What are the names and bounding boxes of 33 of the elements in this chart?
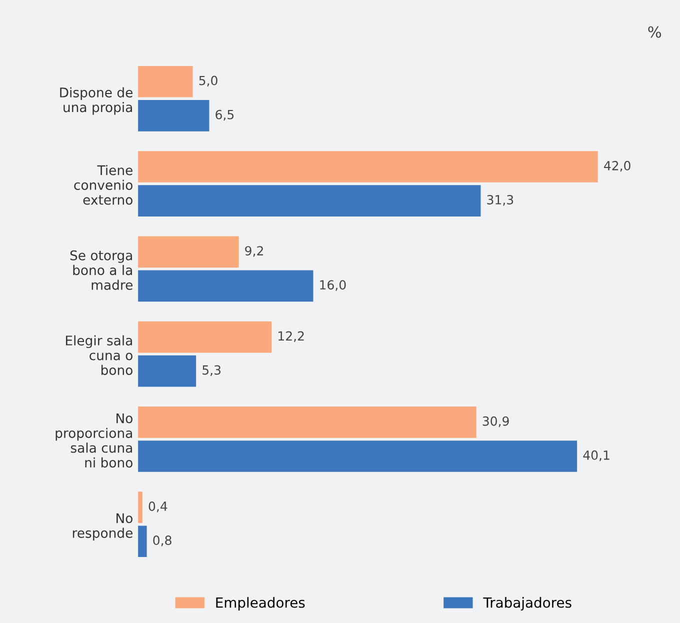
- bar: [138, 440, 578, 472]
- data-label: 31,3: [487, 194, 514, 206]
- bar: [138, 270, 314, 302]
- bar: [138, 355, 196, 387]
- bar: [138, 526, 147, 558]
- legend-label: Empleadores: [216, 597, 305, 610]
- bar: [138, 492, 142, 523]
- data-label: 5,0: [199, 76, 218, 87]
- data-label: 0,4: [148, 502, 168, 512]
- y-tick-label: No proporciona sala cuna ni bono: [56, 413, 132, 468]
- bar: [138, 151, 598, 182]
- y-tick-label: Tiene convenio externo: [74, 165, 132, 205]
- y-tick-label: No responde: [72, 513, 132, 541]
- bar: [138, 406, 476, 438]
- data-label: 12,2: [278, 331, 304, 342]
- text: %: [648, 26, 662, 38]
- data-label: 6,5: [216, 110, 234, 121]
- legend-label: Trabajadores: [483, 597, 572, 610]
- data-label: 30,9: [482, 416, 509, 428]
- data-label: 9,2: [245, 246, 263, 257]
- bar: [138, 185, 481, 216]
- data-label: 16,0: [320, 280, 346, 291]
- data-label: 40,1: [583, 450, 610, 462]
- data-label: 42,0: [604, 160, 630, 172]
- y-tick-label: Dispone de una propia: [60, 87, 132, 115]
- y-tick-label: Se otorga bono a la madre: [70, 250, 132, 290]
- bar: [138, 100, 210, 132]
- data-label: 0,8: [153, 536, 172, 546]
- y-tick-label: Elegir sala cuna o bono: [66, 335, 132, 376]
- bar: [138, 236, 239, 268]
- bar: [138, 66, 193, 98]
- data-label: 5,3: [202, 365, 220, 376]
- bar: [138, 321, 272, 353]
